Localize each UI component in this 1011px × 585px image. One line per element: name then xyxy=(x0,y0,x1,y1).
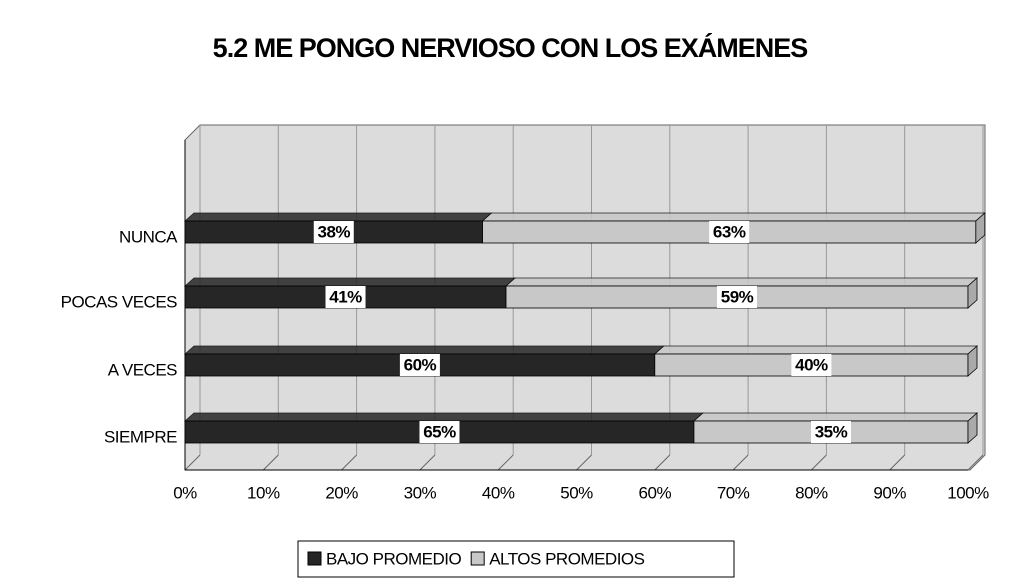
value-label: 41% xyxy=(329,287,362,306)
x-tick-label: 100% xyxy=(947,483,989,502)
x-tick-label: 0% xyxy=(173,483,197,502)
x-tick-label: 60% xyxy=(639,483,672,502)
floor-line xyxy=(341,454,357,471)
value-label: 65% xyxy=(423,422,456,441)
floor-line xyxy=(811,454,827,471)
value-label: 63% xyxy=(713,222,746,241)
value-label: 38% xyxy=(318,222,351,241)
value-label: 35% xyxy=(815,422,848,441)
floor-line xyxy=(732,454,749,471)
floor-line xyxy=(497,454,514,471)
y-tick-label: A VECES xyxy=(108,360,177,379)
bar-top xyxy=(183,277,517,287)
value-label-box xyxy=(791,354,832,376)
value-label: 59% xyxy=(721,287,754,306)
value-label-box xyxy=(810,421,851,443)
floor-line xyxy=(889,454,906,471)
floor-line xyxy=(654,454,671,471)
x-tick-label: 70% xyxy=(717,483,750,502)
bar-top xyxy=(692,412,979,422)
y-tick-label: NUNCA xyxy=(119,227,178,246)
value-label-box xyxy=(325,286,366,308)
value-label-box xyxy=(717,286,758,308)
x-tick-label: 80% xyxy=(795,483,828,502)
bar-top xyxy=(504,277,979,287)
value-label-box xyxy=(709,221,750,243)
y-tick-label: SIEMPRE xyxy=(104,427,177,446)
legend-label: ALTOS PROMEDIOS xyxy=(489,549,644,568)
x-tick-label: 10% xyxy=(247,483,280,502)
floor-line xyxy=(419,454,436,471)
bar-end xyxy=(967,277,978,309)
value-label-box xyxy=(399,354,440,376)
x-tick-label: 90% xyxy=(873,483,906,502)
bar-top xyxy=(481,212,986,222)
chart-title: 5.2 ME PONGO NERVIOSO CON LOS EXÁMENES xyxy=(213,32,808,63)
bar-end xyxy=(975,212,986,244)
value-label: 60% xyxy=(404,355,437,374)
bar-top xyxy=(183,212,493,222)
floor-line xyxy=(576,454,592,471)
value-label-box xyxy=(313,221,354,243)
legend-swatch xyxy=(307,551,322,566)
x-tick-label: 50% xyxy=(560,483,593,502)
bar-top xyxy=(183,345,665,355)
floor-line xyxy=(262,454,279,471)
value-label-box xyxy=(419,421,460,443)
x-tick-label: 20% xyxy=(325,483,358,502)
x-tick-label: 40% xyxy=(482,483,515,502)
floor-line xyxy=(967,454,984,471)
floor-line xyxy=(184,454,201,471)
legend-swatch xyxy=(470,551,485,566)
legend-box xyxy=(297,540,735,578)
legend-label: BAJO PROMEDIO xyxy=(326,549,461,568)
y-tick-label: POCAS VECES xyxy=(61,292,178,311)
bar-top xyxy=(183,412,705,422)
value-label: 40% xyxy=(795,355,828,374)
bar-end xyxy=(967,345,978,377)
bar-end xyxy=(967,412,978,444)
x-tick-label: 30% xyxy=(404,483,437,502)
bar-top xyxy=(653,345,979,355)
